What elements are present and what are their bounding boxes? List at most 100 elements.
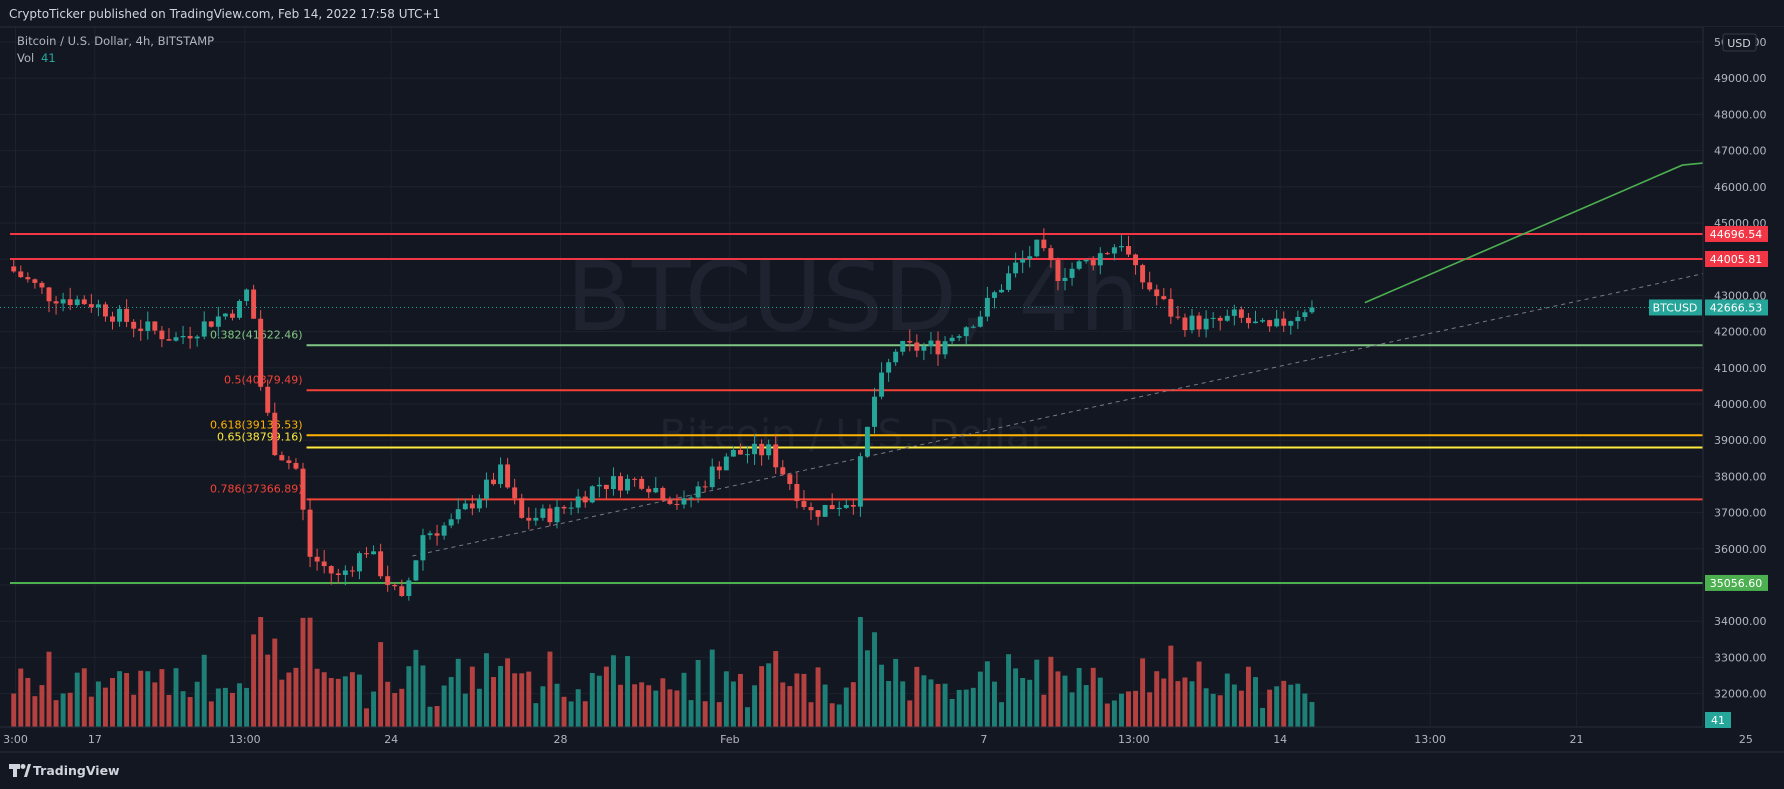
price-level-badge-text: 44005.81 [1710, 253, 1763, 266]
price-axis[interactable] [1703, 27, 1784, 727]
candle-body [237, 301, 242, 318]
candle-body [152, 321, 158, 331]
volume-bar [131, 694, 137, 727]
price-level-badge [1705, 574, 1768, 591]
currency-badge[interactable] [1722, 33, 1757, 52]
candle-body [1020, 259, 1026, 263]
candle-body [1295, 316, 1301, 322]
volume-bar [1076, 667, 1082, 727]
volume-bar [1154, 671, 1160, 727]
time-axis-ticks: 3:001713:002428Feb713:001413:002125Mar71… [3, 733, 1753, 746]
candle-body [603, 484, 609, 490]
candle-body [723, 456, 729, 471]
volume-bar [886, 681, 892, 727]
candle-body [1274, 318, 1280, 327]
volume-bar [872, 632, 877, 727]
trendline[interactable] [412, 199, 1784, 557]
volume-bar [279, 679, 285, 727]
candle-body [81, 299, 87, 305]
volume-bar [293, 667, 299, 727]
volume-bar [102, 687, 108, 727]
volume-bar [561, 696, 567, 727]
candle-body [229, 313, 235, 318]
volume-bar [371, 691, 377, 727]
fib-level-label: 0.786(37366.89) [210, 482, 303, 495]
candle-body [999, 289, 1004, 293]
volume-bar [1309, 701, 1315, 727]
candle-body [554, 506, 560, 523]
price-tick-label: 43000.00 [1714, 289, 1767, 302]
candle-body [1253, 321, 1258, 324]
volume-bar [1034, 659, 1040, 727]
candle-body [356, 553, 362, 572]
candle-body [610, 476, 616, 490]
symbol-description: Bitcoin / U.S. Dollar, 4h, BITSTAMP [17, 34, 214, 48]
volume-bar [1295, 683, 1301, 727]
candle-body [956, 336, 962, 338]
volume-bar [95, 681, 101, 727]
candle-body [1097, 253, 1103, 266]
volume-bar [229, 692, 235, 727]
symbol-badge-text: BTCUSD [1653, 301, 1698, 314]
candle-body [1267, 320, 1273, 327]
volume-bar [801, 673, 807, 727]
volume-bar [1140, 658, 1146, 727]
horizontal-levels[interactable] [10, 232, 1703, 584]
fib-level-label: 0.65(38799.16) [217, 430, 303, 443]
candle-body [117, 308, 123, 322]
volume-bar [1168, 645, 1174, 727]
brand-name: TradingView [33, 763, 120, 778]
volume-bar [1182, 677, 1188, 727]
tradingview-logo-icon [9, 764, 31, 777]
volume-bar [935, 683, 941, 727]
candle-body [582, 496, 588, 503]
volume-bar [540, 686, 546, 727]
volume-bar [244, 687, 250, 727]
volume-bar [1245, 666, 1251, 727]
candle-body [914, 342, 920, 351]
time-axis[interactable] [0, 727, 1784, 752]
candle-body [413, 560, 419, 581]
volume-bar [180, 691, 186, 727]
candle-body [963, 327, 969, 337]
candle-body [674, 503, 680, 505]
candle-body [1041, 239, 1047, 249]
volume-bar [420, 665, 426, 727]
volume-bar [1048, 656, 1054, 727]
candle-body [124, 308, 130, 322]
fib-level-label: 0.5(40379.49) [224, 373, 303, 386]
volume-bar [25, 677, 31, 727]
fib-retracement[interactable]: 0.382(41622.46) 0.5(40379.49) 0.618(39136.… [210, 328, 1784, 501]
candle-body [568, 507, 574, 509]
candle-body [519, 498, 525, 518]
candle-body [67, 299, 73, 305]
volume-bar [709, 649, 715, 727]
volume-bar [187, 697, 193, 727]
volume-bar [110, 678, 115, 727]
volume-bar [1126, 691, 1131, 727]
candle-body [385, 576, 391, 585]
candle-body [251, 289, 257, 319]
time-tick-label: 24 [384, 733, 398, 746]
volume-bar [857, 617, 863, 727]
candle-body [667, 500, 673, 504]
candle-body [1126, 246, 1131, 255]
candle-body [462, 503, 468, 510]
time-tick-label: 14 [1273, 733, 1287, 746]
volume-badge [1705, 712, 1731, 728]
candle-body [1161, 296, 1167, 300]
candle-body [138, 328, 144, 331]
volume-bar [794, 673, 800, 727]
volume-bar [695, 659, 701, 727]
volume-bar [1302, 693, 1308, 727]
candle-body [984, 297, 990, 317]
volume-bar [900, 681, 906, 727]
volume-bar [1041, 694, 1047, 727]
volume-bar [526, 671, 532, 727]
volume-bar [1027, 679, 1033, 727]
candle-body [1133, 254, 1139, 266]
volume-bar [201, 654, 207, 727]
volume-bar [342, 676, 348, 727]
volume-bar [1288, 684, 1294, 727]
